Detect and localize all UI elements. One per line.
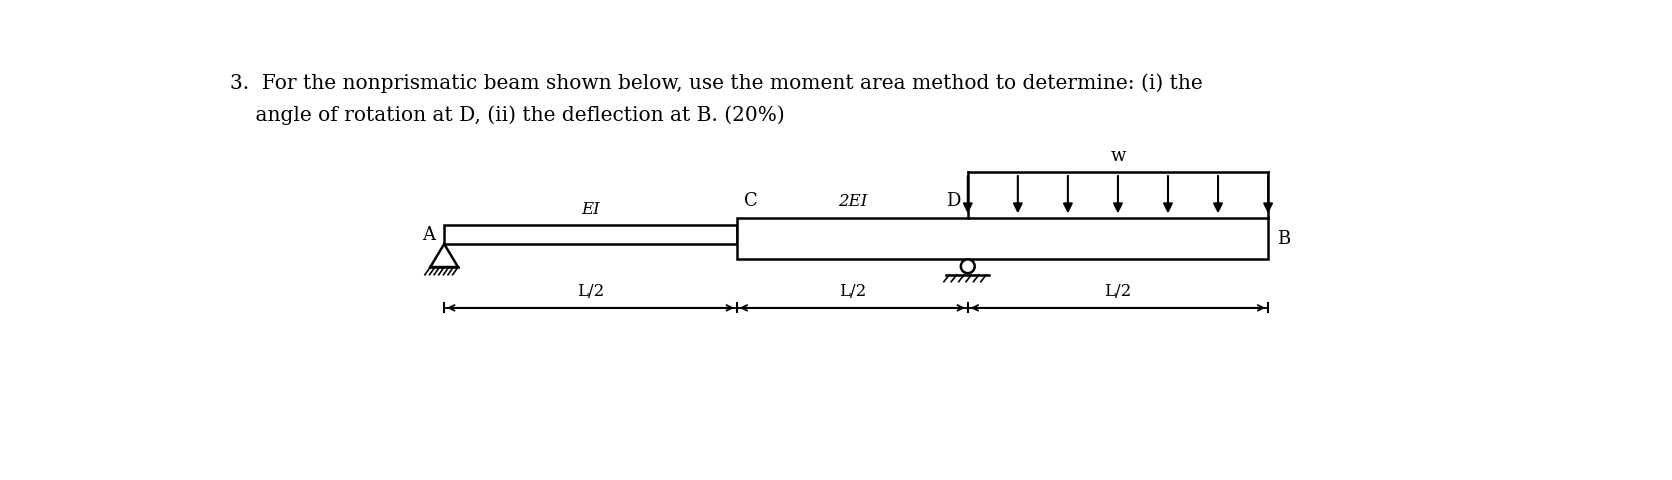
Text: 2EI: 2EI	[838, 193, 868, 210]
Text: w: w	[1110, 147, 1125, 166]
Text: L/2: L/2	[1104, 283, 1132, 300]
Text: EI: EI	[582, 201, 600, 218]
Text: D: D	[946, 192, 960, 210]
Text: 3.  For the nonprismatic beam shown below, use the moment area method to determi: 3. For the nonprismatic beam shown below…	[231, 73, 1202, 93]
Text: L/2: L/2	[839, 283, 866, 300]
Text: L/2: L/2	[577, 283, 604, 300]
Text: A: A	[421, 226, 435, 244]
Text: C: C	[744, 192, 757, 210]
Text: B: B	[1277, 229, 1291, 248]
Circle shape	[961, 259, 975, 273]
Text: angle of rotation at D, (ii) the deflection at B. (20%): angle of rotation at D, (ii) the deflect…	[231, 105, 784, 125]
Polygon shape	[430, 244, 458, 267]
Polygon shape	[737, 218, 1267, 259]
Polygon shape	[445, 226, 737, 244]
